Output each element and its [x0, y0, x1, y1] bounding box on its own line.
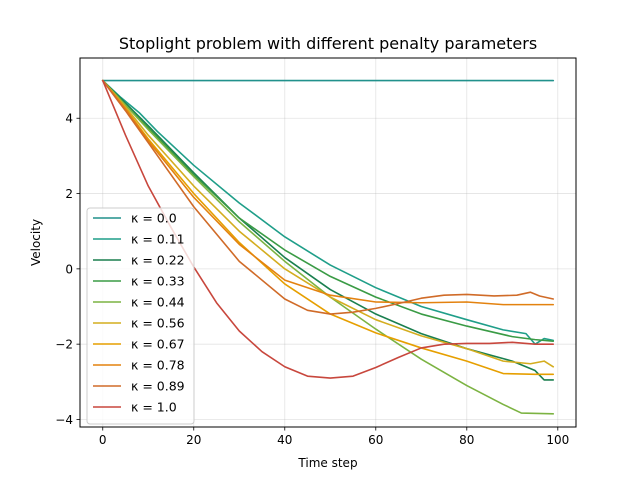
plot-frame [79, 57, 577, 428]
x-tick-label: 40 [277, 433, 292, 447]
series-line-2 [101, 79, 555, 381]
legend-box [86, 207, 195, 425]
legend-entry-2: κ = 0.22 [131, 253, 185, 268]
series-line-7 [101, 79, 555, 306]
legend-entry-0: κ = 0.0 [131, 211, 177, 226]
y-axis-label: Velocity [29, 219, 43, 266]
x-tick-label: 60 [368, 433, 383, 447]
x-tick-label: 100 [546, 433, 569, 447]
axis-ticks: 0 20 40 60 80 100 −4 −2 0 2 4 [55, 112, 569, 447]
legend-entry-4: κ = 0.44 [131, 295, 185, 310]
chart-title: Stoplight problem with different penalty… [119, 34, 537, 53]
y-tick-label: 4 [65, 112, 73, 126]
legend-entry-7: κ = 0.78 [131, 358, 185, 373]
y-tick-label: 0 [65, 262, 73, 276]
y-tick-label: 2 [65, 187, 73, 201]
legend-entry-5: κ = 0.56 [131, 316, 185, 331]
series-line-5 [101, 79, 555, 368]
legend: κ = 0.0 κ = 0.11 κ = 0.22 κ = 0.33 κ = 0.44 κ… [86, 207, 195, 425]
x-tick-label: 80 [459, 433, 474, 447]
x-tick-label: 0 [99, 433, 107, 447]
legend-entry-9: κ = 1.0 [131, 400, 177, 415]
legend-entry-1: κ = 0.11 [131, 232, 185, 247]
legend-entry-3: κ = 0.33 [131, 274, 185, 289]
x-axis-label: Time step [297, 456, 357, 470]
y-tick-label: −4 [55, 413, 73, 427]
series-line-3 [101, 79, 555, 342]
series-line-8 [101, 79, 555, 315]
legend-entry-6: κ = 0.67 [131, 337, 185, 352]
legend-entry-8: κ = 0.89 [131, 379, 185, 394]
y-tick-label: −2 [55, 338, 73, 352]
x-tick-label: 20 [186, 433, 201, 447]
